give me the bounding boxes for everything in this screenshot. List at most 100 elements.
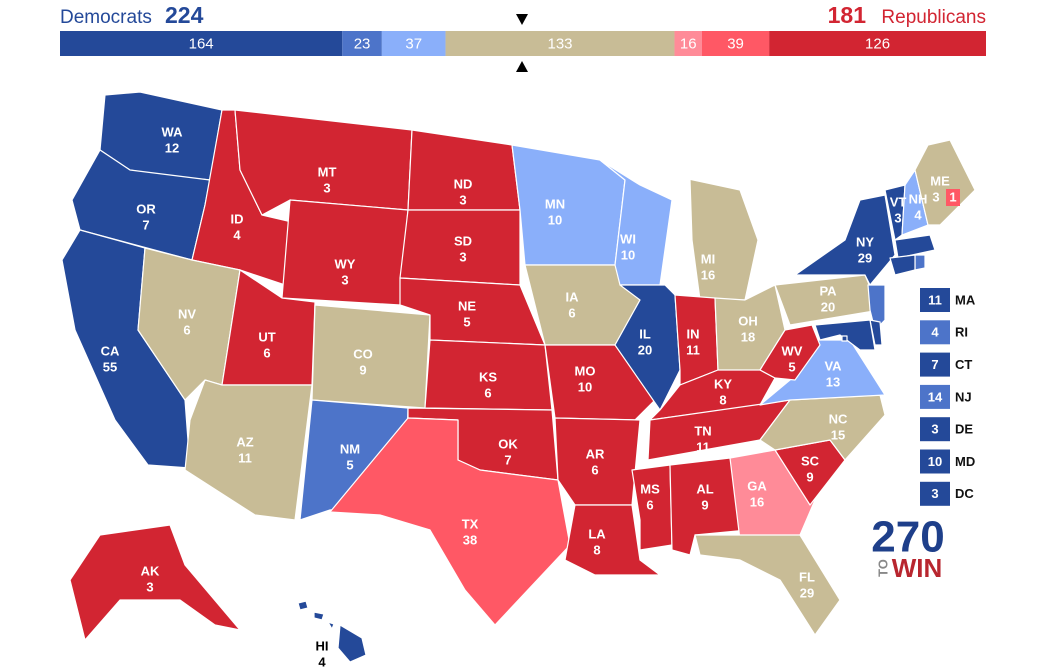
state-abbr: AK: [141, 563, 160, 578]
small-state-box: [920, 320, 950, 345]
state-abbr: AR: [586, 446, 605, 461]
state-shape: [69, 524, 241, 641]
small-state-abbr: CT: [955, 357, 972, 372]
states: [61, 91, 976, 663]
state-shape: [814, 319, 876, 351]
state-ev: 16: [750, 494, 764, 509]
state-shape: [894, 234, 936, 259]
small-state-box: [920, 352, 950, 377]
bar-segment: [769, 31, 986, 56]
state-ev: 7: [504, 452, 511, 467]
logo-win: WIN: [892, 553, 943, 583]
dem-label: Democrats: [60, 7, 152, 28]
state-shape: [649, 369, 776, 421]
state-abbr: IN: [687, 326, 700, 341]
state-ev: 12: [165, 140, 179, 155]
small-state-ev: 7: [931, 357, 938, 372]
state-shape: [694, 534, 841, 636]
state-ev: 9: [701, 497, 708, 512]
state-ev: 20: [821, 299, 835, 314]
state-abbr: MT: [318, 164, 337, 179]
ev-bar: 164 23 37 133 16 39 126: [60, 31, 986, 56]
state-abbr: ND: [454, 176, 473, 191]
state-ev: 6: [646, 497, 653, 512]
state-ev: 5: [788, 359, 795, 374]
state-ev: 11: [686, 342, 700, 357]
state-abbr: VT: [890, 194, 907, 209]
state-abbr: NE: [458, 298, 476, 313]
state-abbr: WY: [335, 256, 356, 271]
state-ev: 3: [323, 180, 330, 195]
state-shape: [759, 324, 821, 381]
state-ev: 8: [593, 542, 600, 557]
small-state-abbr: MD: [955, 454, 975, 469]
district-box: [946, 189, 960, 206]
state-abbr: AZ: [236, 434, 253, 449]
state-abbr: WA: [162, 124, 184, 139]
state-ev: 3: [459, 192, 466, 207]
state-abbr: MN: [545, 196, 565, 211]
state-abbr: LA: [588, 526, 606, 541]
state-abbr: HI: [316, 638, 329, 653]
state-abbr: MO: [575, 363, 596, 378]
state-ev: 5: [463, 314, 470, 329]
state-abbr: SC: [801, 453, 820, 468]
state-abbr: TN: [694, 423, 711, 438]
state-abbr: OR: [136, 201, 156, 216]
state-ev: 9: [806, 469, 813, 484]
state-shape: [234, 109, 413, 216]
logo: 270 TO WIN: [871, 513, 944, 583]
small-state-box: [920, 417, 950, 442]
state-abbr: NH: [909, 191, 928, 206]
state-abbr: FL: [799, 569, 815, 584]
state-abbr: WV: [782, 343, 803, 358]
bar-segment-label: 39: [727, 35, 744, 52]
state-ev: 11: [696, 439, 710, 454]
state-shape: [729, 449, 816, 541]
small-state-box: [920, 288, 950, 312]
small-state-ev: 4: [931, 325, 939, 340]
marker-top: [516, 14, 528, 25]
marker-bottom: [516, 61, 528, 72]
state-abbr: CO: [353, 346, 373, 361]
state-shape: [184, 379, 313, 521]
state-ev: 6: [263, 345, 270, 360]
state-ev: 4: [233, 227, 241, 242]
state-abbr: ME: [930, 173, 950, 188]
bar-segment-label: 37: [405, 35, 422, 52]
small-state-boxes: 11 MA 4 RI 7 CT 14 NJ 3 DE 10 MD 3 DC: [920, 288, 976, 506]
small-state-box: [920, 481, 950, 506]
state-shape: [794, 194, 896, 286]
state-ev: 29: [858, 250, 872, 265]
state-abbr: OH: [738, 313, 758, 328]
small-state-abbr: DE: [955, 422, 973, 437]
bar-segment: [342, 31, 382, 56]
state-ev: 6: [568, 305, 575, 320]
state-shape: [914, 254, 926, 271]
state-abbr: NV: [178, 306, 196, 321]
state-ev: 20: [638, 342, 652, 357]
state-shape: [329, 417, 571, 626]
state-abbr: TX: [462, 516, 479, 531]
state-ev: 13: [826, 374, 840, 389]
state-shape: [327, 621, 335, 630]
state-abbr: SD: [454, 233, 472, 248]
small-state-ev: 3: [931, 486, 938, 501]
state-ev: 3: [932, 189, 939, 204]
small-state-box: [920, 449, 950, 474]
state-ev: 6: [591, 462, 598, 477]
small-state-ev: 3: [931, 422, 938, 437]
state-abbr: UT: [258, 329, 275, 344]
state-shape: [281, 199, 409, 306]
state-ev: 4: [914, 207, 922, 222]
state-shape: [841, 335, 848, 342]
small-state-abbr: NJ: [955, 389, 972, 404]
bar-segment-label: 16: [680, 35, 697, 52]
small-state-box: [920, 384, 950, 409]
state-abbr: NM: [340, 441, 360, 456]
state-shape: [614, 284, 681, 411]
state-abbr: MS: [640, 481, 660, 496]
state-ev: 55: [103, 359, 117, 374]
state-shape: [511, 144, 626, 266]
